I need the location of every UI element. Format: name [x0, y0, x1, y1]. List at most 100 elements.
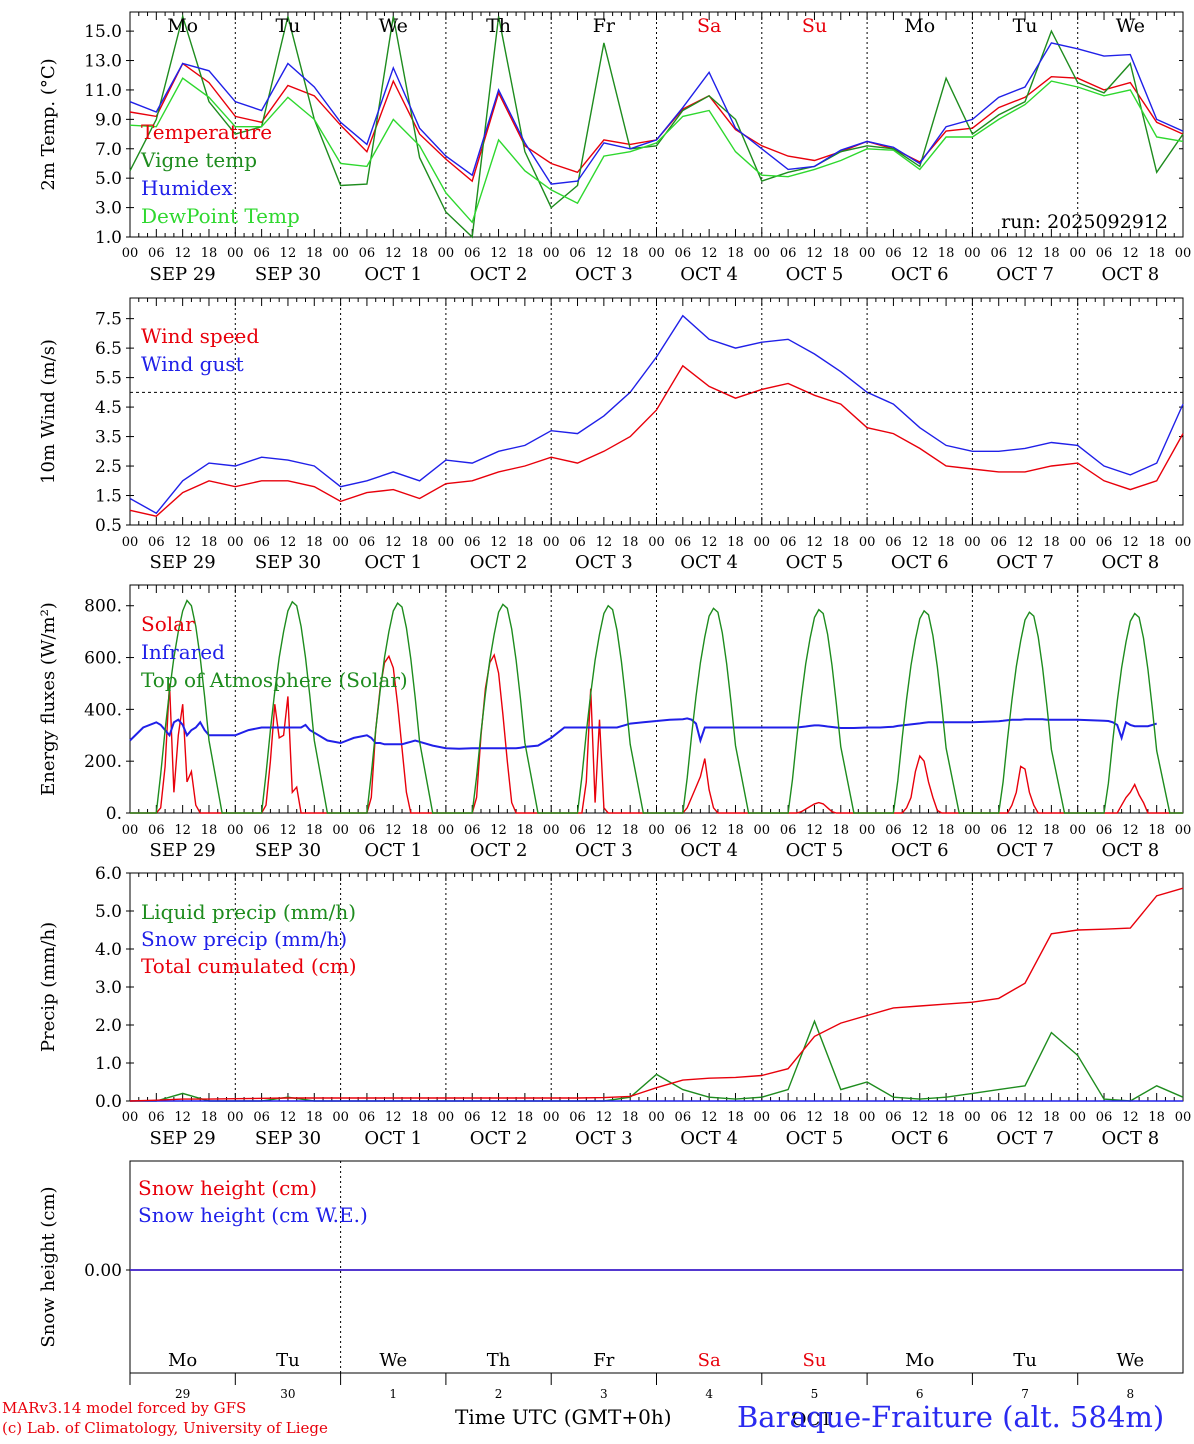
y-tick-label: 400. — [84, 700, 122, 720]
hour-label: 00 — [1175, 823, 1192, 838]
hour-label: 12 — [701, 1110, 718, 1125]
hour-label: 18 — [1043, 535, 1060, 550]
day-name: Sa — [698, 1350, 721, 1371]
date-label: OCT 1 — [364, 552, 422, 573]
hour-label: 18 — [411, 1110, 428, 1125]
y-tick-label: 15.0 — [84, 22, 122, 42]
y-tick-label: 6.0 — [95, 864, 122, 884]
model-credit: MARv3.14 model forced by GFS — [2, 1399, 247, 1417]
date-label: SEP 30 — [255, 264, 321, 285]
y-axis-label: Snow height (cm) — [38, 1186, 59, 1347]
hour-label: 00 — [438, 823, 455, 838]
y-tick-label: 3.0 — [95, 199, 122, 219]
hour-label: 12 — [596, 535, 613, 550]
hour-label: 18 — [727, 535, 744, 550]
hour-label: 12 — [174, 535, 191, 550]
hour-label: 18 — [201, 1110, 218, 1125]
legend-entry: Infrared — [141, 640, 225, 664]
hour-label: 06 — [359, 823, 376, 838]
date-label: OCT 6 — [891, 264, 949, 285]
month-label: OCT — [792, 1409, 833, 1430]
hour-label: 12 — [806, 535, 823, 550]
series-line — [129, 77, 1184, 224]
date-label: OCT 8 — [1101, 1128, 1159, 1149]
hour-label: 12 — [490, 535, 507, 550]
hour-label: 00 — [543, 535, 560, 550]
y-tick-label: 7.5 — [95, 310, 122, 330]
hour-label: 00 — [859, 823, 876, 838]
day-name: We — [379, 15, 408, 37]
hour-label: 12 — [911, 1110, 928, 1125]
y-axis-label: Energy fluxes (W/m²) — [38, 602, 59, 796]
hour-label: 06 — [569, 1110, 586, 1125]
panel-2: 10m Wind (m/s)7.56.55.54.53.52.51.50.500… — [38, 297, 1191, 573]
y-tick-label: 2.0 — [95, 1016, 122, 1036]
hour-label: 06 — [990, 1110, 1007, 1125]
date-label: OCT 2 — [470, 840, 528, 861]
hour-label: 00 — [122, 535, 139, 550]
series-line — [130, 1019, 1184, 1102]
hour-label: 18 — [938, 246, 955, 261]
day-number: 2 — [495, 1387, 503, 1401]
date-label: OCT 7 — [996, 264, 1054, 285]
series-line — [129, 314, 1184, 515]
hour-label: 00 — [964, 823, 981, 838]
date-label: SEP 30 — [255, 1128, 321, 1149]
date-label: OCT 4 — [680, 552, 738, 573]
hour-label: 06 — [885, 246, 902, 261]
hour-label: 00 — [648, 823, 665, 838]
hour-label: 00 — [227, 1110, 244, 1125]
y-tick-label: 600. — [84, 649, 122, 669]
date-label: SEP 30 — [255, 552, 321, 573]
hour-label: 06 — [885, 1110, 902, 1125]
legend-entry: Snow precip (mm/h) — [141, 927, 347, 951]
hour-label: 12 — [174, 1110, 191, 1125]
y-tick-label: 11.0 — [84, 81, 122, 101]
hour-label: 12 — [490, 823, 507, 838]
hour-label: 12 — [806, 1110, 823, 1125]
hour-label: 12 — [911, 535, 928, 550]
hour-label: 12 — [490, 1110, 507, 1125]
hour-label: 18 — [833, 246, 850, 261]
date-label: OCT 7 — [996, 840, 1054, 861]
hour-label: 06 — [990, 823, 1007, 838]
hour-label: 12 — [1017, 246, 1034, 261]
hour-label: 00 — [648, 1110, 665, 1125]
hour-label: 18 — [201, 823, 218, 838]
day-name: Tu — [1013, 15, 1038, 37]
date-label: OCT 5 — [786, 840, 844, 861]
panel-3: Energy fluxes (W/m²) 800.600.400.200.0.00… — [38, 584, 1192, 861]
lab-credit: (c) Lab. of Climatology, University of L… — [2, 1419, 328, 1437]
hour-label: 12 — [385, 535, 402, 550]
hour-label: 00 — [438, 246, 455, 261]
hour-label: 00 — [122, 246, 139, 261]
hour-label: 12 — [911, 823, 928, 838]
legend-entry: Temperature — [141, 120, 272, 144]
series-line — [129, 42, 1184, 185]
hour-label: 06 — [359, 246, 376, 261]
hour-label: 18 — [622, 535, 639, 550]
hour-label: 12 — [280, 246, 297, 261]
hour-label: 06 — [675, 823, 692, 838]
day-number: 30 — [280, 1387, 295, 1401]
y-tick-label: 7.0 — [95, 140, 122, 160]
hour-label: 18 — [622, 246, 639, 261]
date-label: OCT 5 — [786, 552, 844, 573]
y-tick-label: 5.0 — [95, 902, 122, 922]
y-tick-label: 5.5 — [95, 369, 122, 389]
hour-label: 18 — [1043, 823, 1060, 838]
hour-label: 06 — [464, 246, 481, 261]
hour-label: 18 — [938, 823, 955, 838]
hour-label: 06 — [148, 1110, 165, 1125]
day-name: Mo — [168, 1350, 197, 1371]
hour-label: 00 — [1069, 823, 1086, 838]
panel-frame — [129, 297, 1184, 526]
date-label: OCT 3 — [575, 552, 633, 573]
y-tick-label: 5.0 — [95, 169, 122, 189]
hour-label: 18 — [306, 1110, 323, 1125]
hour-label: 18 — [1148, 246, 1165, 261]
hour-label: 06 — [780, 823, 797, 838]
hour-label: 18 — [727, 1110, 744, 1125]
y-tick-label: 9.0 — [95, 110, 122, 130]
hour-label: 18 — [622, 823, 639, 838]
